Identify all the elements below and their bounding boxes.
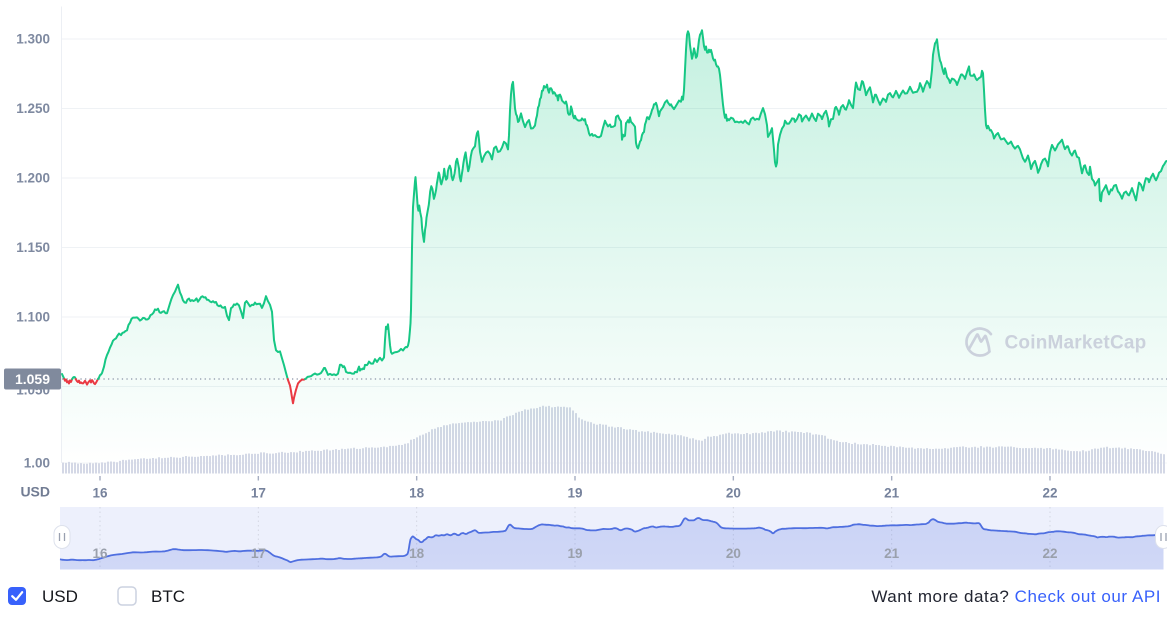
svg-text:USD: USD — [42, 587, 78, 606]
svg-text:1.150: 1.150 — [16, 240, 50, 255]
svg-text:19: 19 — [567, 546, 582, 561]
svg-text:19: 19 — [567, 486, 582, 501]
svg-text:22: 22 — [1042, 546, 1057, 561]
svg-text:BTC: BTC — [151, 587, 185, 606]
svg-text:CoinMarketCap: CoinMarketCap — [1005, 333, 1147, 354]
svg-text:21: 21 — [884, 486, 900, 501]
svg-text:20: 20 — [726, 486, 741, 501]
svg-text:17: 17 — [251, 486, 266, 501]
svg-text:21: 21 — [884, 546, 900, 561]
svg-text:17: 17 — [251, 546, 266, 561]
svg-text:22: 22 — [1042, 486, 1057, 501]
svg-text:18: 18 — [409, 546, 425, 561]
svg-text:1.100: 1.100 — [16, 310, 50, 325]
svg-text:20: 20 — [726, 546, 741, 561]
svg-text:1.200: 1.200 — [16, 171, 50, 186]
svg-text:1.250: 1.250 — [16, 101, 50, 116]
svg-text:Want more data? Check out our: Want more data? Check out our API — [871, 587, 1161, 606]
svg-text:USD: USD — [20, 484, 50, 500]
svg-text:1.059: 1.059 — [15, 371, 50, 387]
svg-text:18: 18 — [409, 486, 425, 501]
svg-text:16: 16 — [92, 546, 108, 561]
svg-text:16: 16 — [92, 486, 108, 501]
svg-text:1.00: 1.00 — [24, 456, 50, 471]
svg-text:1.300: 1.300 — [16, 32, 50, 47]
